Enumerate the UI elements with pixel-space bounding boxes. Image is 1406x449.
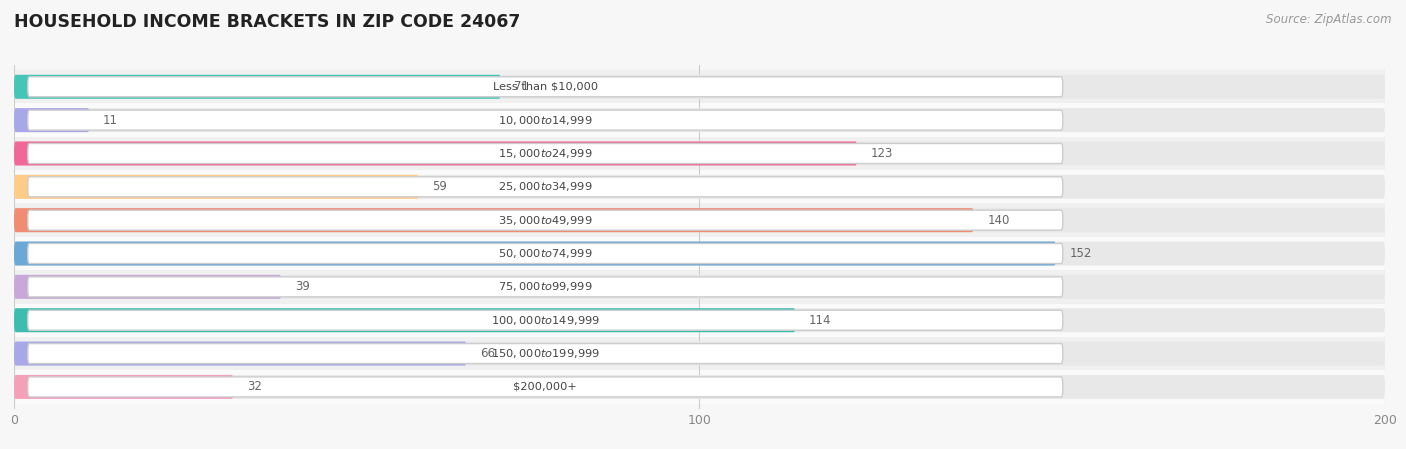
FancyBboxPatch shape bbox=[28, 277, 1063, 297]
Text: 66: 66 bbox=[481, 347, 495, 360]
Text: 71: 71 bbox=[515, 80, 530, 93]
FancyBboxPatch shape bbox=[28, 343, 1063, 364]
FancyBboxPatch shape bbox=[14, 208, 1385, 232]
FancyBboxPatch shape bbox=[14, 342, 1385, 365]
FancyBboxPatch shape bbox=[14, 375, 233, 399]
Text: 152: 152 bbox=[1070, 247, 1092, 260]
FancyBboxPatch shape bbox=[14, 203, 1385, 237]
Text: 32: 32 bbox=[247, 380, 262, 393]
FancyBboxPatch shape bbox=[14, 108, 1385, 132]
FancyBboxPatch shape bbox=[28, 210, 1063, 230]
FancyBboxPatch shape bbox=[14, 242, 1385, 265]
FancyBboxPatch shape bbox=[14, 103, 1385, 137]
FancyBboxPatch shape bbox=[14, 337, 1385, 370]
Text: 39: 39 bbox=[295, 280, 309, 293]
Text: HOUSEHOLD INCOME BRACKETS IN ZIP CODE 24067: HOUSEHOLD INCOME BRACKETS IN ZIP CODE 24… bbox=[14, 13, 520, 31]
FancyBboxPatch shape bbox=[14, 75, 1385, 99]
FancyBboxPatch shape bbox=[14, 242, 1056, 265]
FancyBboxPatch shape bbox=[28, 177, 1063, 197]
Text: $25,000 to $34,999: $25,000 to $34,999 bbox=[498, 180, 592, 194]
Text: $75,000 to $99,999: $75,000 to $99,999 bbox=[498, 280, 592, 293]
FancyBboxPatch shape bbox=[14, 237, 1385, 270]
FancyBboxPatch shape bbox=[28, 243, 1063, 264]
FancyBboxPatch shape bbox=[14, 175, 1385, 199]
FancyBboxPatch shape bbox=[14, 275, 1385, 299]
FancyBboxPatch shape bbox=[14, 342, 467, 365]
Text: 11: 11 bbox=[103, 114, 118, 127]
Text: Source: ZipAtlas.com: Source: ZipAtlas.com bbox=[1267, 13, 1392, 26]
Text: 114: 114 bbox=[810, 314, 832, 327]
FancyBboxPatch shape bbox=[14, 108, 90, 132]
Text: $15,000 to $24,999: $15,000 to $24,999 bbox=[498, 147, 592, 160]
Text: $50,000 to $74,999: $50,000 to $74,999 bbox=[498, 247, 592, 260]
FancyBboxPatch shape bbox=[28, 144, 1063, 163]
FancyBboxPatch shape bbox=[14, 308, 1385, 332]
FancyBboxPatch shape bbox=[14, 137, 1385, 170]
FancyBboxPatch shape bbox=[14, 70, 1385, 103]
Text: 59: 59 bbox=[432, 180, 447, 194]
Text: $150,000 to $199,999: $150,000 to $199,999 bbox=[491, 347, 600, 360]
FancyBboxPatch shape bbox=[14, 141, 858, 166]
FancyBboxPatch shape bbox=[28, 377, 1063, 397]
FancyBboxPatch shape bbox=[14, 208, 973, 232]
FancyBboxPatch shape bbox=[28, 310, 1063, 330]
FancyBboxPatch shape bbox=[28, 77, 1063, 97]
Text: $10,000 to $14,999: $10,000 to $14,999 bbox=[498, 114, 592, 127]
FancyBboxPatch shape bbox=[14, 175, 419, 199]
FancyBboxPatch shape bbox=[14, 304, 1385, 337]
FancyBboxPatch shape bbox=[14, 275, 281, 299]
Text: $100,000 to $149,999: $100,000 to $149,999 bbox=[491, 314, 600, 327]
Text: $35,000 to $49,999: $35,000 to $49,999 bbox=[498, 214, 592, 227]
FancyBboxPatch shape bbox=[14, 270, 1385, 304]
FancyBboxPatch shape bbox=[14, 75, 501, 99]
Text: 123: 123 bbox=[870, 147, 893, 160]
FancyBboxPatch shape bbox=[28, 110, 1063, 130]
Text: $200,000+: $200,000+ bbox=[513, 382, 576, 392]
FancyBboxPatch shape bbox=[14, 370, 1385, 404]
Text: Less than $10,000: Less than $10,000 bbox=[492, 82, 598, 92]
FancyBboxPatch shape bbox=[14, 308, 796, 332]
Text: 140: 140 bbox=[987, 214, 1010, 227]
FancyBboxPatch shape bbox=[14, 170, 1385, 203]
FancyBboxPatch shape bbox=[14, 141, 1385, 166]
FancyBboxPatch shape bbox=[14, 375, 1385, 399]
